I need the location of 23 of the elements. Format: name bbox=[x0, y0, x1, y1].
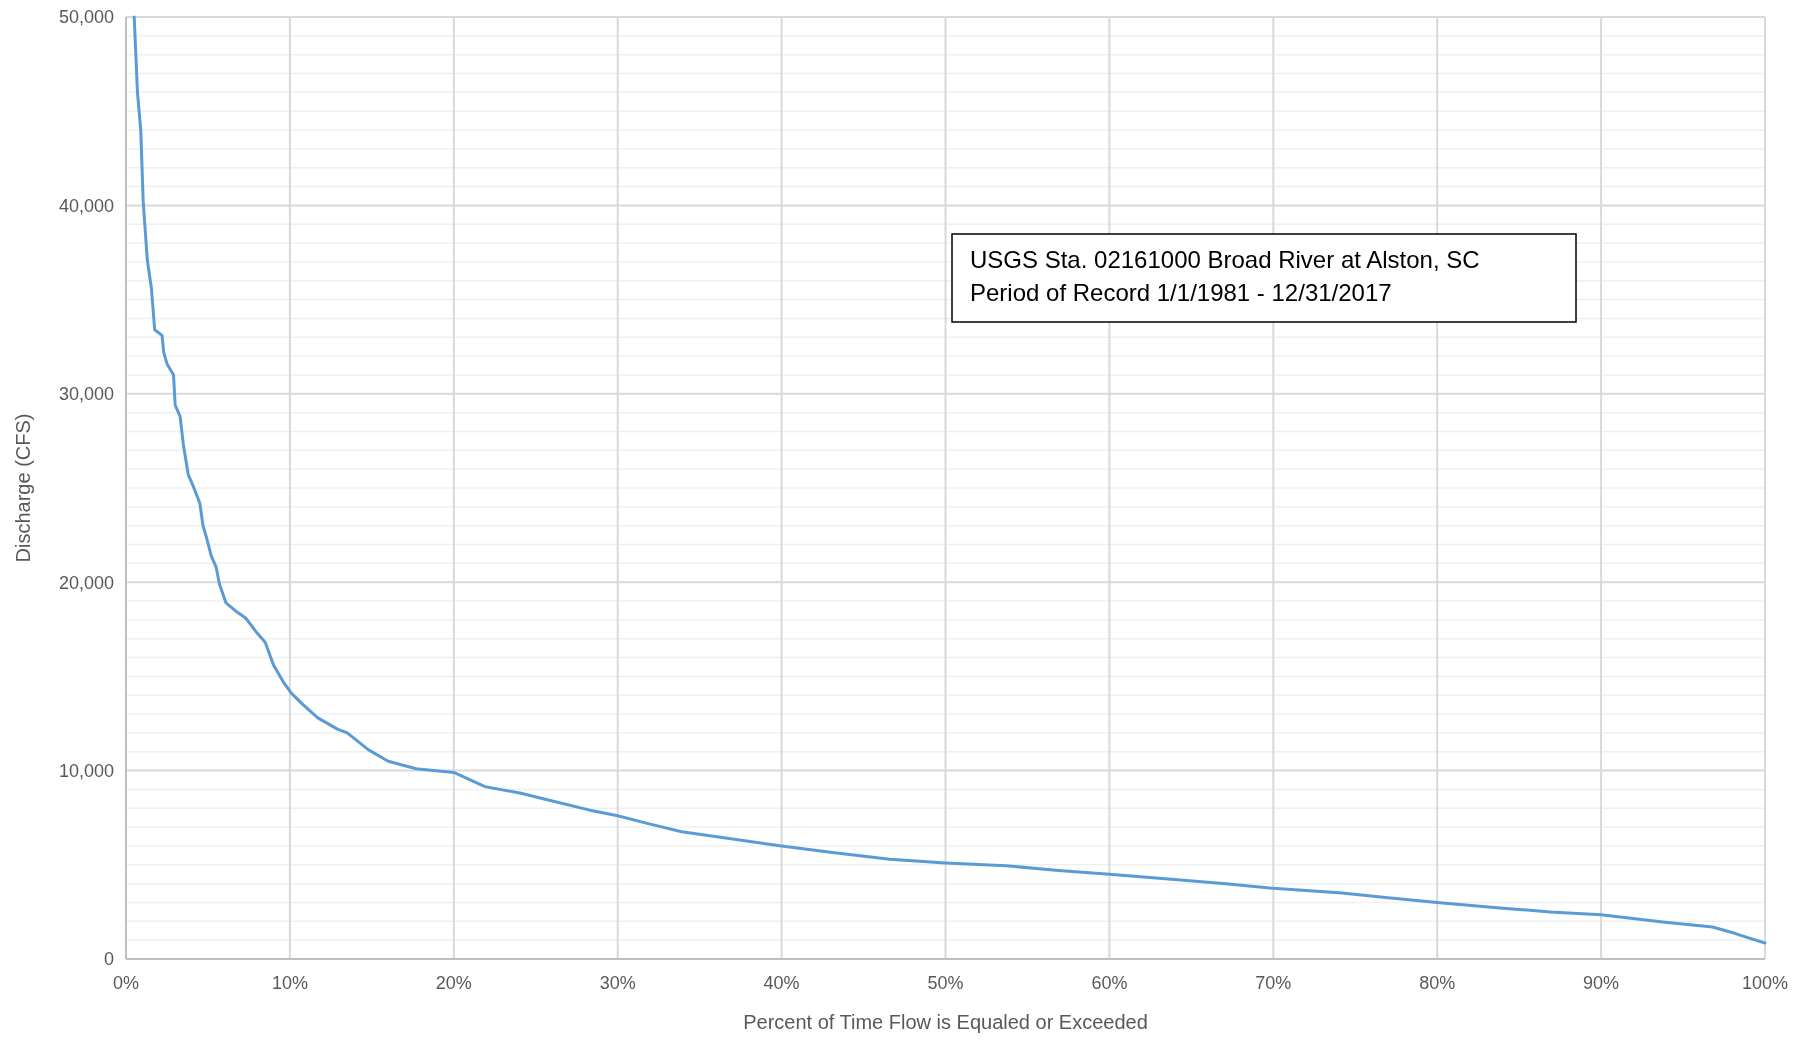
x-axis-title: Percent of Time Flow is Equaled or Exceeded bbox=[743, 1011, 1148, 1033]
x-tick-label: 60% bbox=[1091, 973, 1128, 993]
y-tick-label: 50,000 bbox=[58, 7, 114, 28]
x-tick-label: 20% bbox=[435, 973, 472, 993]
x-tick-label: 100% bbox=[1741, 973, 1789, 993]
line-series bbox=[132, 15, 1767, 945]
x-tick-label: 80% bbox=[1419, 973, 1456, 993]
y-axis-title: Discharge (CFS) bbox=[12, 413, 34, 563]
y-tick-label: 0 bbox=[103, 949, 114, 970]
x-tick-label: 70% bbox=[1255, 973, 1292, 993]
x-tick-label: 30% bbox=[599, 973, 636, 993]
x-tick-label: 40% bbox=[763, 973, 800, 993]
annotation: USGS Sta. 02161000 Broad River at Alston, SC bbox=[970, 246, 1480, 273]
x-tick-label: 50% bbox=[927, 973, 964, 993]
x-tick-label: 90% bbox=[1583, 973, 1620, 993]
annotation: Period of Record 1/1/1981 - 12/31/2017 bbox=[970, 279, 1392, 306]
x-tick-label: 10% bbox=[271, 973, 308, 993]
y-tick-label: 40,000 bbox=[58, 195, 114, 216]
y-tick-label: 20,000 bbox=[58, 572, 114, 593]
y-tick-label: 10,000 bbox=[58, 760, 114, 781]
y-tick-label: 30,000 bbox=[58, 384, 114, 405]
text-box: USGS Sta. 02161000 Broad River at Alston, SC Period of Record 1/1/1981 - 12/31/2017 bbox=[951, 233, 1577, 323]
x-tick-label: 0% bbox=[112, 973, 140, 993]
